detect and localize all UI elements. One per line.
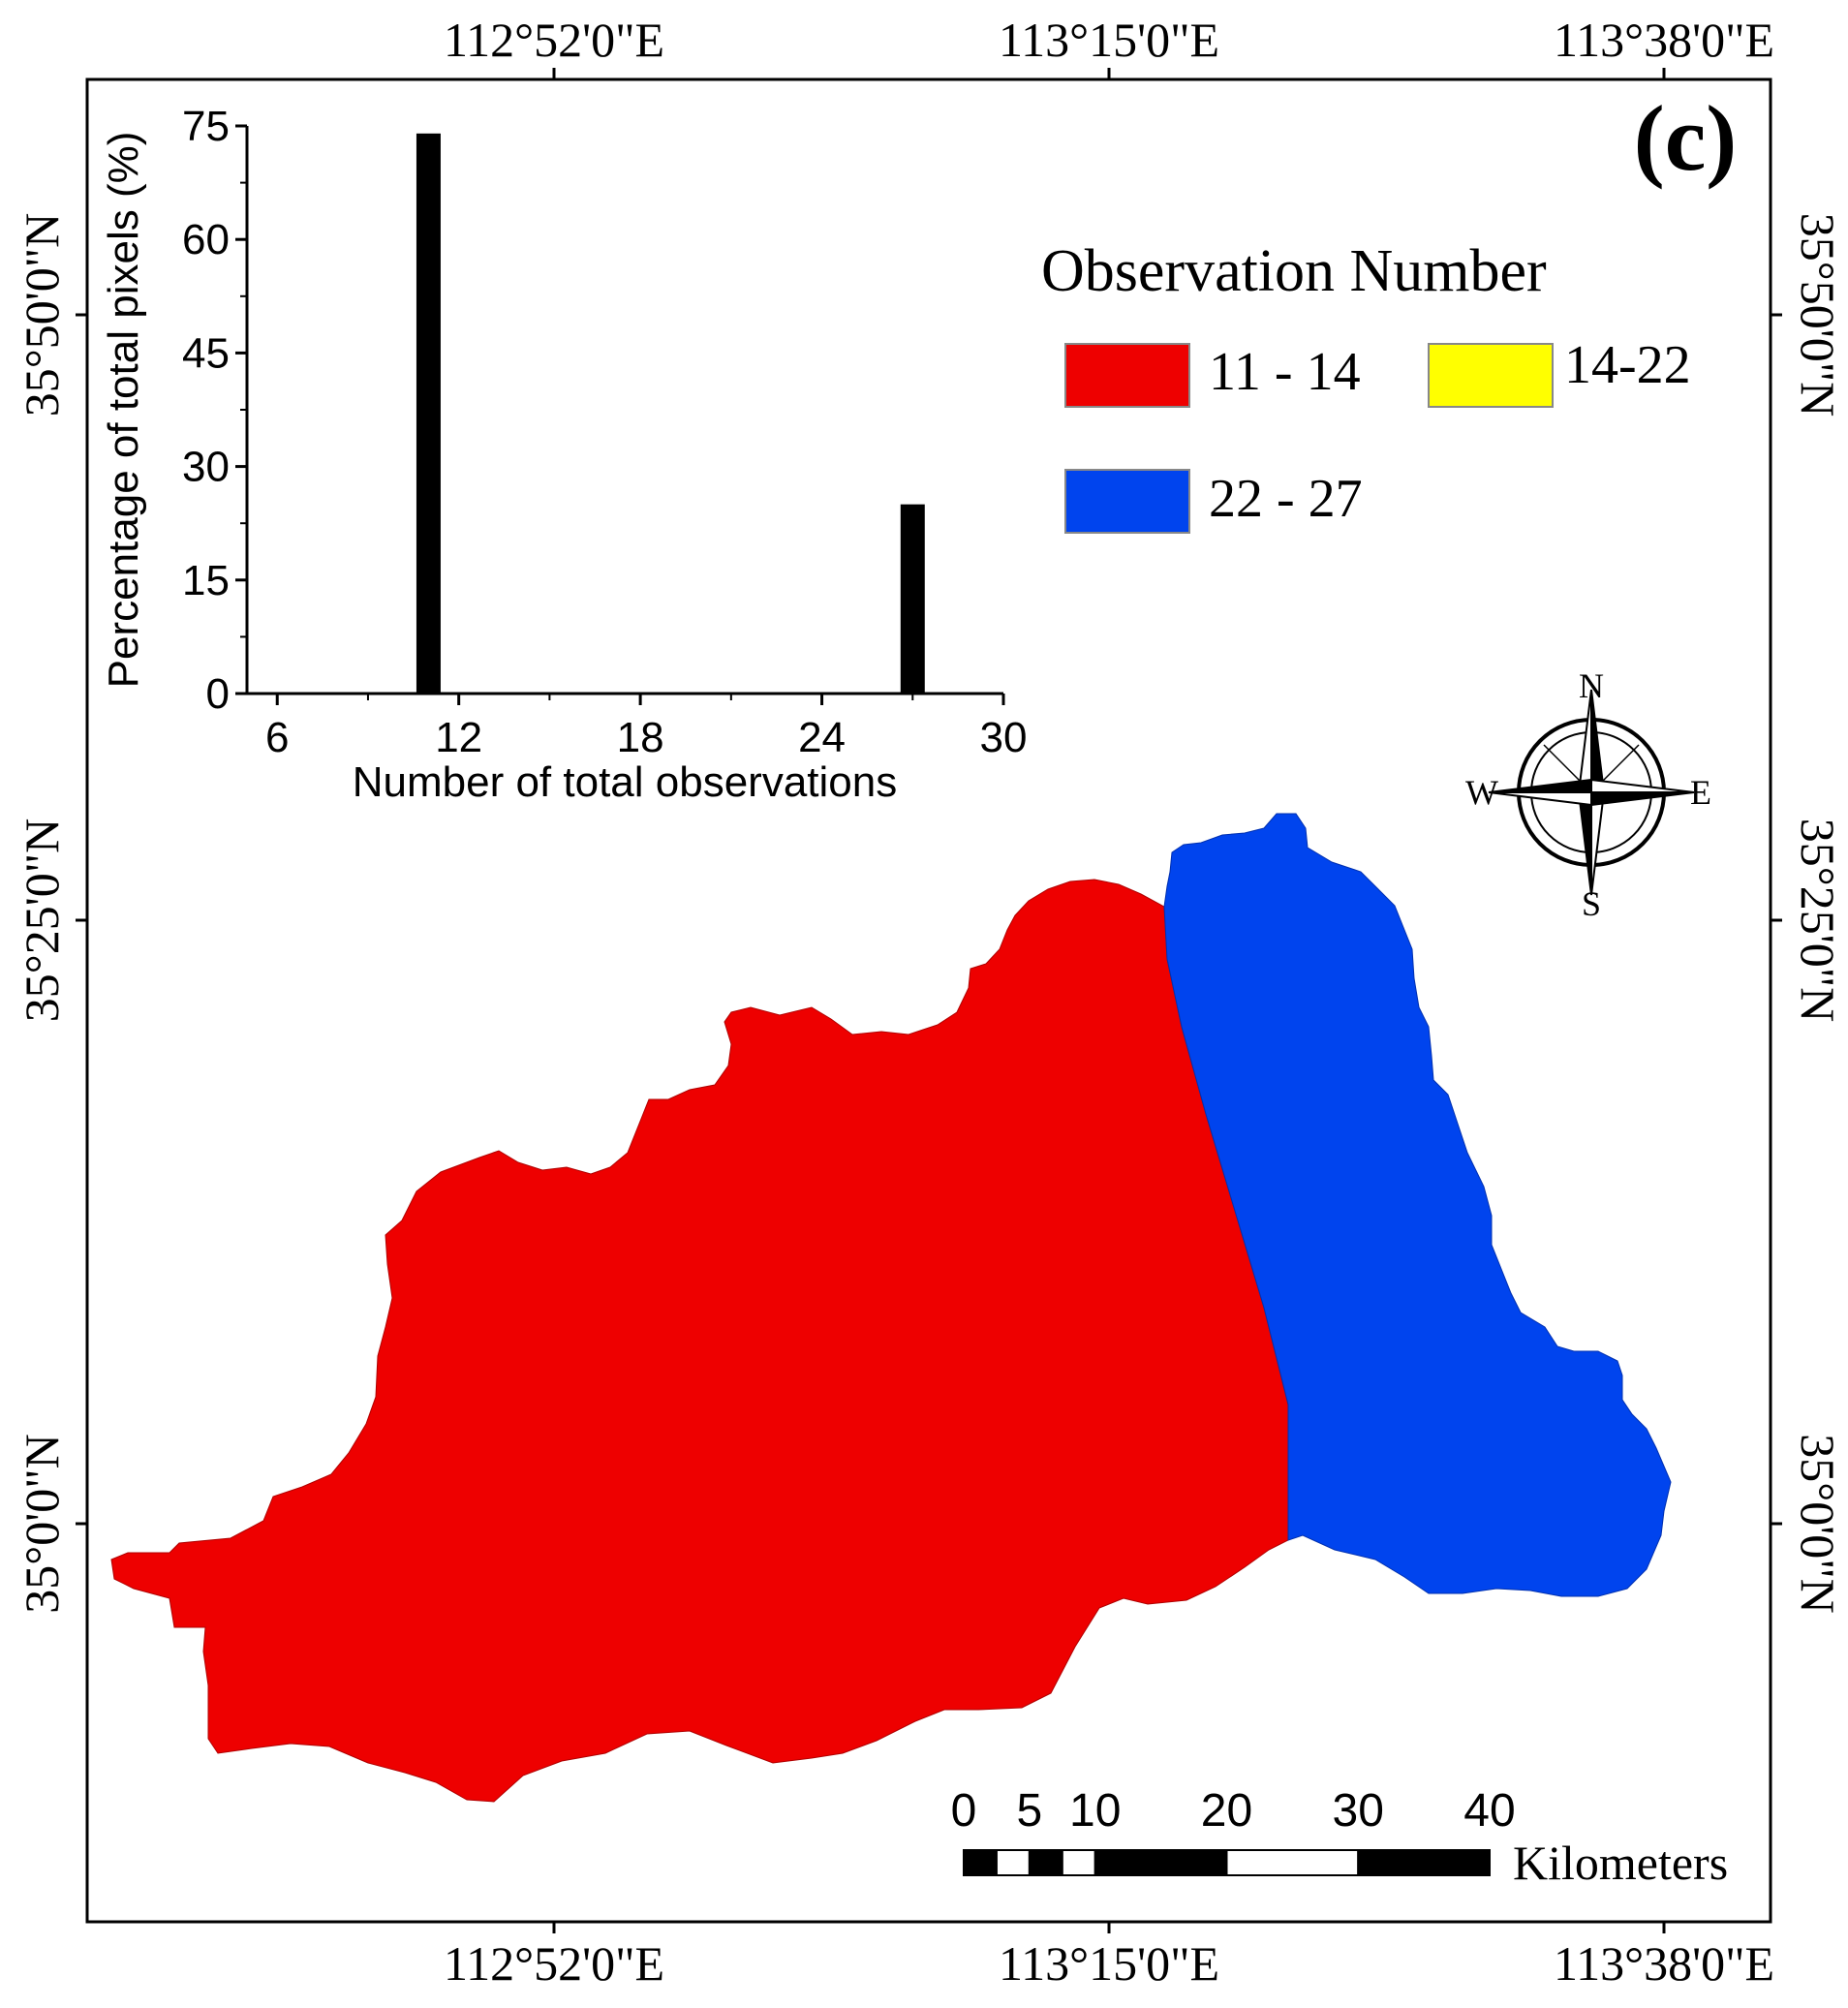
histogram-y-tick-label: 30 (182, 444, 230, 491)
histogram-x-tick-label: 6 (265, 714, 289, 761)
scale-bar-tick-label: 40 (1463, 1785, 1515, 1837)
lon-label-top-3: 113°38'0"E (1554, 13, 1774, 67)
compass-label-n: N (1579, 666, 1604, 705)
histogram-x-label: Number of total observations (353, 758, 898, 806)
scale-bar-tick-label: 30 (1333, 1785, 1384, 1837)
histogram-y-tick-label: 0 (206, 670, 230, 718)
scale-bar-segment (1225, 1849, 1360, 1876)
scale-bar-segment (1061, 1849, 1096, 1876)
lat-label-right-2: 35°25'0"N (1791, 819, 1845, 1023)
histogram-x-tick-label: 18 (617, 714, 664, 761)
inset-histogram: 0 15 30 45 60 75 6 12 18 24 30 Number of total obs… (100, 103, 1027, 806)
scale-bar-tick-label: 10 (1069, 1785, 1121, 1837)
region-west-11-14 (110, 879, 1289, 1803)
lon-label-bottom-1: 112°52'0"E (444, 1936, 664, 1991)
scale-bar-tick-label: 0 (951, 1785, 977, 1837)
legend-title: Observation Number (1041, 238, 1547, 304)
legend-label-11-14: 11 - 14 (1209, 342, 1361, 402)
histogram-bar-27 (900, 504, 925, 694)
scale-bar-segment (995, 1849, 1031, 1876)
scale-bar-tick-label: 20 (1201, 1785, 1252, 1837)
lat-label-right-3: 35°0'0"N (1791, 1434, 1845, 1614)
histogram-bar-11 (416, 133, 441, 694)
scale-bar-segment (963, 1849, 998, 1876)
legend: Observation Number 11 - 14 14-22 22 - 27 (1041, 238, 1691, 534)
scale-bar-segment (1093, 1849, 1228, 1876)
lon-label-top-2: 113°15'0"E (999, 13, 1219, 67)
frame-ticks (76, 68, 1782, 1933)
histogram-y-tick-label: 60 (182, 216, 230, 263)
map-frame (85, 77, 1772, 1924)
lat-label-left-1: 35°50'0"N (15, 213, 69, 417)
scale-bar-unit: Kilometers (1513, 1836, 1728, 1890)
histogram-bars (416, 133, 925, 694)
lon-label-bottom-2: 113°15'0"E (999, 1936, 1219, 1991)
histogram-x-tick-label: 24 (798, 714, 846, 761)
lat-label-right-1: 35°50'0"N (1791, 213, 1845, 417)
lat-label-left-2: 35°25'0"N (15, 819, 69, 1023)
lon-label-bottom-3: 113°38'0"E (1554, 1936, 1774, 1991)
histogram-y-tick-label: 15 (182, 557, 230, 604)
scale-bar-segments (963, 1849, 1491, 1876)
scale-bar-segment (1028, 1849, 1063, 1876)
scale-bar-tick-label: 5 (1017, 1785, 1043, 1837)
legend-swatch-14-22 (1428, 343, 1554, 408)
histogram-y-tick-label: 45 (182, 329, 230, 377)
scale-bar: 0 5 10 20 30 40 Kilometers (951, 1785, 1729, 1890)
scale-bar-tick-labels: 0 5 10 20 30 40 (951, 1785, 1516, 1837)
north-arrow: N S W E (1465, 666, 1711, 923)
lon-label-top-1: 112°52'0"E (444, 13, 664, 67)
histogram-ticks: 0 15 30 45 60 75 6 12 18 24 30 (182, 103, 1027, 761)
legend-label-14-22: 14-22 (1564, 335, 1691, 395)
histogram-y-label: Percentage of total pixels (%) (100, 132, 147, 689)
histogram-y-tick-label: 75 (182, 103, 230, 150)
legend-swatch-11-14 (1064, 343, 1190, 408)
region-east-22-27 (1163, 813, 1672, 1597)
scale-bar-segment (1357, 1849, 1491, 1876)
compass-label-w: W (1465, 773, 1498, 812)
panel-label: (c) (1634, 86, 1738, 190)
histogram-x-tick-label: 12 (435, 714, 482, 761)
legend-swatch-22-27 (1064, 469, 1190, 534)
compass-label-s: S (1582, 884, 1601, 923)
histogram-x-tick-label: 30 (980, 714, 1028, 761)
lat-label-left-3: 35°0'0"N (15, 1434, 69, 1614)
compass-label-e: E (1690, 773, 1711, 812)
legend-label-22-27: 22 - 27 (1209, 469, 1363, 529)
